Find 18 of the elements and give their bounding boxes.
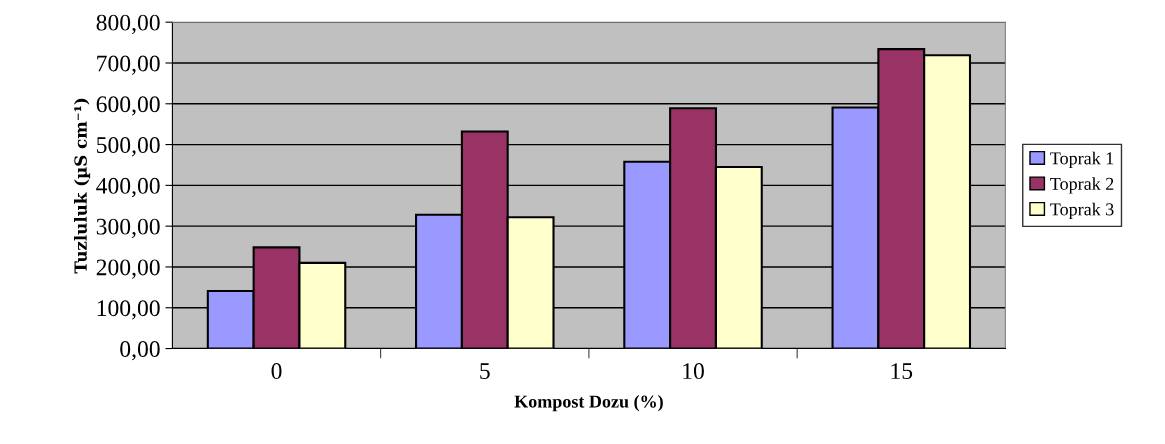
x-tick-label: 0 xyxy=(271,363,282,380)
x-tick-label: 5 xyxy=(480,363,490,380)
legend-label: Toprak 1 xyxy=(1050,151,1114,169)
y-tick-label: 700,00 xyxy=(97,55,160,75)
x-tick-label: 10 xyxy=(683,363,704,380)
y-tick-label: 100,00 xyxy=(97,300,160,320)
y-tick-label: 800,00 xyxy=(96,14,160,35)
y-tick-label: 200,00 xyxy=(96,259,160,279)
y-tick-label: 0,00 xyxy=(120,341,160,361)
y-tick-label: 600,00 xyxy=(96,96,160,116)
y-tick-label: 300,00 xyxy=(96,218,160,238)
y-axis-title: Tuzluluk (µS cm⁻¹) xyxy=(74,98,91,274)
legend-label: Toprak 2 xyxy=(1050,177,1114,194)
y-tick-label: 400,00 xyxy=(96,177,160,198)
x-axis-title: Kompost Dozu (%) xyxy=(514,394,663,412)
legend-label: Toprak 3 xyxy=(1050,202,1114,220)
x-tick-label: 15 xyxy=(891,363,913,380)
y-tick-label: 500,00 xyxy=(97,137,160,157)
